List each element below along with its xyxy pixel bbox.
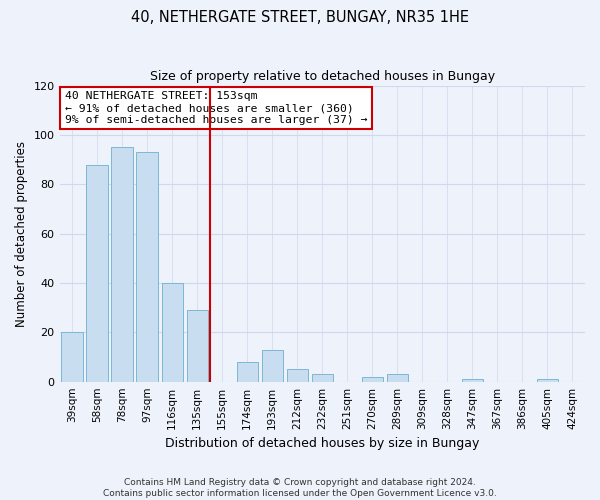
Bar [287,370,308,382]
Text: Contains HM Land Registry data © Crown copyright and database right 2024.
Contai: Contains HM Land Registry data © Crown c… [103,478,497,498]
Bar [362,376,383,382]
Bar [262,350,283,382]
X-axis label: Distribution of detached houses by size in Bungay: Distribution of detached houses by size … [165,437,479,450]
Bar [462,379,483,382]
Bar [387,374,408,382]
Bar [236,362,258,382]
Title: Size of property relative to detached houses in Bungay: Size of property relative to detached ho… [150,70,495,83]
Bar [311,374,333,382]
Bar [161,283,183,382]
Bar [136,152,158,382]
Bar [61,332,83,382]
Bar [187,310,208,382]
Y-axis label: Number of detached properties: Number of detached properties [15,140,28,326]
Bar [112,147,133,382]
Text: 40 NETHERGATE STREET: 153sqm
← 91% of detached houses are smaller (360)
9% of se: 40 NETHERGATE STREET: 153sqm ← 91% of de… [65,92,367,124]
Bar [86,164,108,382]
Bar [537,379,558,382]
Text: 40, NETHERGATE STREET, BUNGAY, NR35 1HE: 40, NETHERGATE STREET, BUNGAY, NR35 1HE [131,10,469,25]
